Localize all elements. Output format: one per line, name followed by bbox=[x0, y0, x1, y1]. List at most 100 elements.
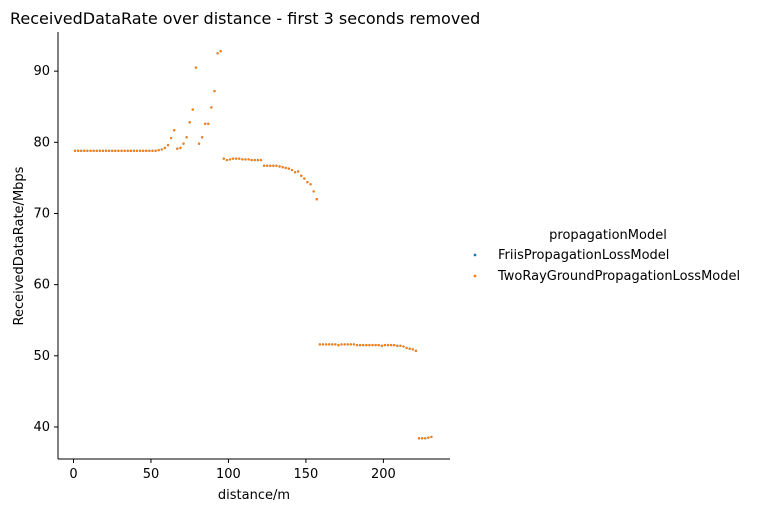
data-point bbox=[135, 149, 139, 153]
data-point bbox=[380, 344, 384, 348]
data-point bbox=[290, 168, 294, 172]
x-tick-label: 150 bbox=[293, 467, 318, 482]
data-point bbox=[293, 171, 297, 174]
data-point bbox=[334, 343, 337, 346]
x-tick-label: 50 bbox=[143, 467, 160, 482]
data-point bbox=[306, 180, 309, 184]
data-point bbox=[203, 122, 207, 126]
data-point bbox=[238, 157, 241, 160]
data-point bbox=[244, 158, 247, 161]
data-point bbox=[191, 108, 194, 111]
data-point bbox=[420, 437, 424, 440]
data-point bbox=[213, 89, 216, 93]
data-point bbox=[383, 343, 387, 347]
data-point bbox=[346, 343, 349, 346]
data-point bbox=[272, 164, 275, 167]
y-tick-label: 70 bbox=[33, 206, 50, 221]
data-point bbox=[424, 437, 427, 440]
data-point bbox=[173, 129, 176, 132]
data-point bbox=[427, 436, 430, 439]
data-point bbox=[414, 349, 418, 353]
data-point bbox=[86, 149, 89, 153]
x-tick-label: 100 bbox=[216, 467, 241, 482]
data-point bbox=[396, 344, 399, 348]
data-point bbox=[296, 170, 300, 173]
data-point bbox=[430, 435, 433, 439]
legend: propagationModel FriisPropagationLossMod… bbox=[473, 228, 740, 284]
data-point bbox=[231, 157, 235, 160]
data-point bbox=[182, 142, 185, 145]
legend-marker bbox=[473, 274, 477, 278]
data-point bbox=[337, 343, 340, 347]
data-point bbox=[80, 149, 83, 153]
data-point bbox=[166, 143, 170, 147]
data-point bbox=[287, 167, 291, 170]
data-point bbox=[123, 149, 126, 153]
legend-marker bbox=[473, 253, 477, 257]
data-point bbox=[278, 165, 281, 168]
data-point bbox=[126, 149, 129, 153]
data-point bbox=[169, 136, 173, 140]
data-point bbox=[210, 106, 213, 109]
data-point bbox=[411, 348, 415, 351]
data-point bbox=[92, 149, 95, 153]
data-point bbox=[355, 343, 359, 347]
x-axis-ticks: 0 50 100 150 200 bbox=[69, 459, 396, 482]
data-point bbox=[247, 158, 250, 161]
data-point bbox=[228, 158, 232, 161]
data-point bbox=[275, 164, 278, 167]
data-point bbox=[95, 149, 98, 153]
data-point bbox=[343, 343, 346, 346]
data-point bbox=[83, 149, 86, 153]
data-point bbox=[163, 146, 167, 150]
data-point bbox=[76, 149, 80, 153]
data-point bbox=[129, 149, 133, 153]
x-tick-label: 200 bbox=[371, 467, 396, 482]
data-point bbox=[234, 157, 238, 160]
data-point bbox=[281, 166, 284, 169]
data-point bbox=[256, 158, 260, 162]
data-point bbox=[216, 52, 219, 55]
data-point bbox=[327, 343, 331, 346]
y-axis-label: ReceivedDataRate/Mbps bbox=[12, 166, 27, 325]
data-point bbox=[145, 149, 148, 153]
y-tick-label: 60 bbox=[33, 278, 50, 293]
data-point bbox=[225, 158, 229, 162]
data-point bbox=[120, 149, 123, 153]
data-point bbox=[262, 164, 266, 167]
data-point bbox=[259, 158, 263, 162]
y-tick-label: 50 bbox=[33, 349, 50, 364]
data-point bbox=[114, 149, 117, 153]
data-point bbox=[321, 343, 325, 346]
data-point bbox=[107, 149, 111, 153]
x-tick-label: 0 bbox=[69, 467, 77, 482]
data-point bbox=[300, 174, 303, 177]
data-point bbox=[312, 190, 315, 193]
legend-entry-label: FriisPropagationLossModel bbox=[498, 248, 669, 263]
data-point bbox=[318, 343, 322, 346]
data-point bbox=[315, 198, 318, 201]
chart-title: ReceivedDataRate over distance - first 3… bbox=[10, 9, 480, 28]
data-point bbox=[253, 158, 256, 162]
data-point bbox=[284, 166, 287, 170]
data-point bbox=[151, 149, 154, 153]
data-point bbox=[73, 149, 77, 153]
data-point bbox=[194, 66, 198, 69]
data-point bbox=[176, 147, 179, 150]
data-point bbox=[303, 177, 306, 180]
data-point bbox=[222, 157, 225, 160]
data-point bbox=[111, 149, 114, 153]
x-axis-label: distance/m bbox=[218, 488, 290, 503]
data-point bbox=[148, 149, 151, 153]
data-point bbox=[362, 343, 365, 347]
data-point bbox=[142, 149, 145, 153]
data-point bbox=[250, 158, 253, 162]
data-point bbox=[389, 343, 393, 347]
data-point bbox=[219, 50, 222, 53]
data-point bbox=[104, 149, 108, 153]
data-point bbox=[200, 136, 204, 139]
data-point bbox=[138, 149, 142, 153]
data-point bbox=[157, 148, 160, 152]
data-point bbox=[132, 149, 136, 153]
